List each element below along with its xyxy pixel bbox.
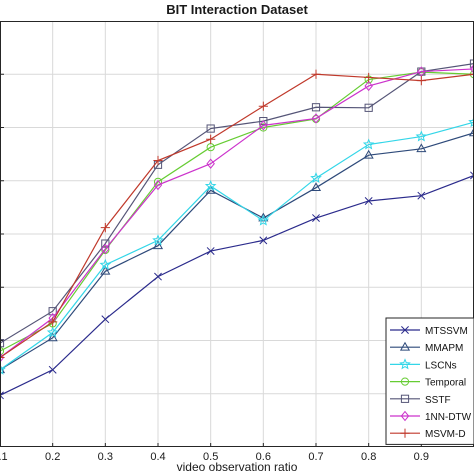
data-point [206,247,215,255]
data-point [364,80,373,92]
data-point [152,234,164,246]
data-point [362,138,375,150]
data-point [416,143,427,153]
data-point [312,214,320,222]
data-point [364,103,373,112]
data-point [100,223,110,233]
legend-item: MSVM-D [390,428,466,440]
legend-item: SSTF [390,394,451,406]
data-point [415,130,428,142]
legend-item: 1NN-DTW [390,410,472,423]
legend-item: MTSSVM [390,326,468,337]
series-line [0,132,474,371]
legend-label: LSCNs [425,360,457,371]
data-point [311,69,321,79]
data-point [101,315,110,324]
legend-marker [399,341,411,351]
legend-label: 1NN-DTW [425,412,472,423]
series-msvm-d [0,69,474,363]
series-layer [0,59,474,400]
series-line [0,73,474,359]
series-line [0,174,474,396]
data-point [154,272,162,281]
legend-marker [399,358,411,370]
legend: MTSSVM MMAPM LSCNs Temporal SSTF 1NN-DTW MSVM-… [385,317,474,445]
data-point [417,191,426,200]
series-mmapm [0,127,474,374]
data-point [258,101,268,111]
data-point [310,171,322,184]
x-tick-label: 0.9 [414,451,429,463]
x-tick-label: 0.5 [203,451,218,463]
data-point [259,117,268,126]
legend-item: Temporal [390,377,466,389]
legend-label: MMAPM [425,343,463,354]
data-point [0,363,6,375]
data-point [153,155,163,166]
x-tick-label: 0.7 [308,451,323,463]
data-point [363,149,374,159]
series-lscns [0,116,474,375]
data-point [101,243,110,255]
data-point [469,63,474,75]
legend-item: LSCNs [390,358,457,371]
data-point [206,124,215,133]
x-tick-label: 0.8 [361,451,376,463]
legend-marker [400,410,410,422]
data-point [468,127,474,137]
data-point [152,240,164,250]
x-tick-labels: 0.1 0.2 0.3 0.4 0.5 0.6 0.7 0.8 0.9 [0,451,429,463]
x-tick-label: 0.3 [98,451,113,463]
data-point [257,214,270,226]
data-point [0,339,5,348]
data-point [468,116,474,128]
data-point [311,103,321,112]
x-tick-label: 0.1 [0,451,8,463]
data-point [364,197,373,205]
data-point [311,113,321,124]
data-point [100,265,111,275]
series-mtssvm [0,171,474,400]
legend-marker [400,394,410,403]
x-tick-label: 0.4 [150,451,165,463]
legend-label: MSVM-D [425,429,466,440]
data-point [0,347,5,356]
x-tick-label: 0.2 [45,451,60,463]
data-point [204,179,217,192]
data-point [48,317,58,327]
series-line [0,71,474,352]
data-point [310,182,322,192]
data-point [0,352,5,363]
data-point [46,326,59,338]
legend-marker [400,377,410,386]
data-point [470,171,474,180]
x-tick-label: 0.6 [256,451,271,463]
legend-label: MTSSVM [425,326,468,337]
legend-label: SSTF [425,395,451,406]
data-point [206,158,215,169]
legend-label: Temporal [425,378,466,389]
series-line [0,63,474,344]
data-point [469,69,474,79]
data-point [153,179,163,191]
data-point [47,332,58,342]
data-point [364,72,374,83]
data-point [259,236,268,245]
data-point [206,134,216,144]
data-point [416,76,426,86]
legend-marker [401,326,409,334]
data-point [48,307,57,316]
data-point [0,391,4,400]
data-point [48,365,57,374]
legend-item: MMAPM [390,341,463,354]
data-point [417,66,426,77]
series-line [0,121,474,371]
chart-title: BIT Interaction Dataset [166,2,308,17]
data-point [259,120,268,131]
x-axis-label: video observation ratio [177,460,298,474]
data-point [101,239,110,248]
legend-marker [400,428,410,438]
data-point [99,258,112,270]
